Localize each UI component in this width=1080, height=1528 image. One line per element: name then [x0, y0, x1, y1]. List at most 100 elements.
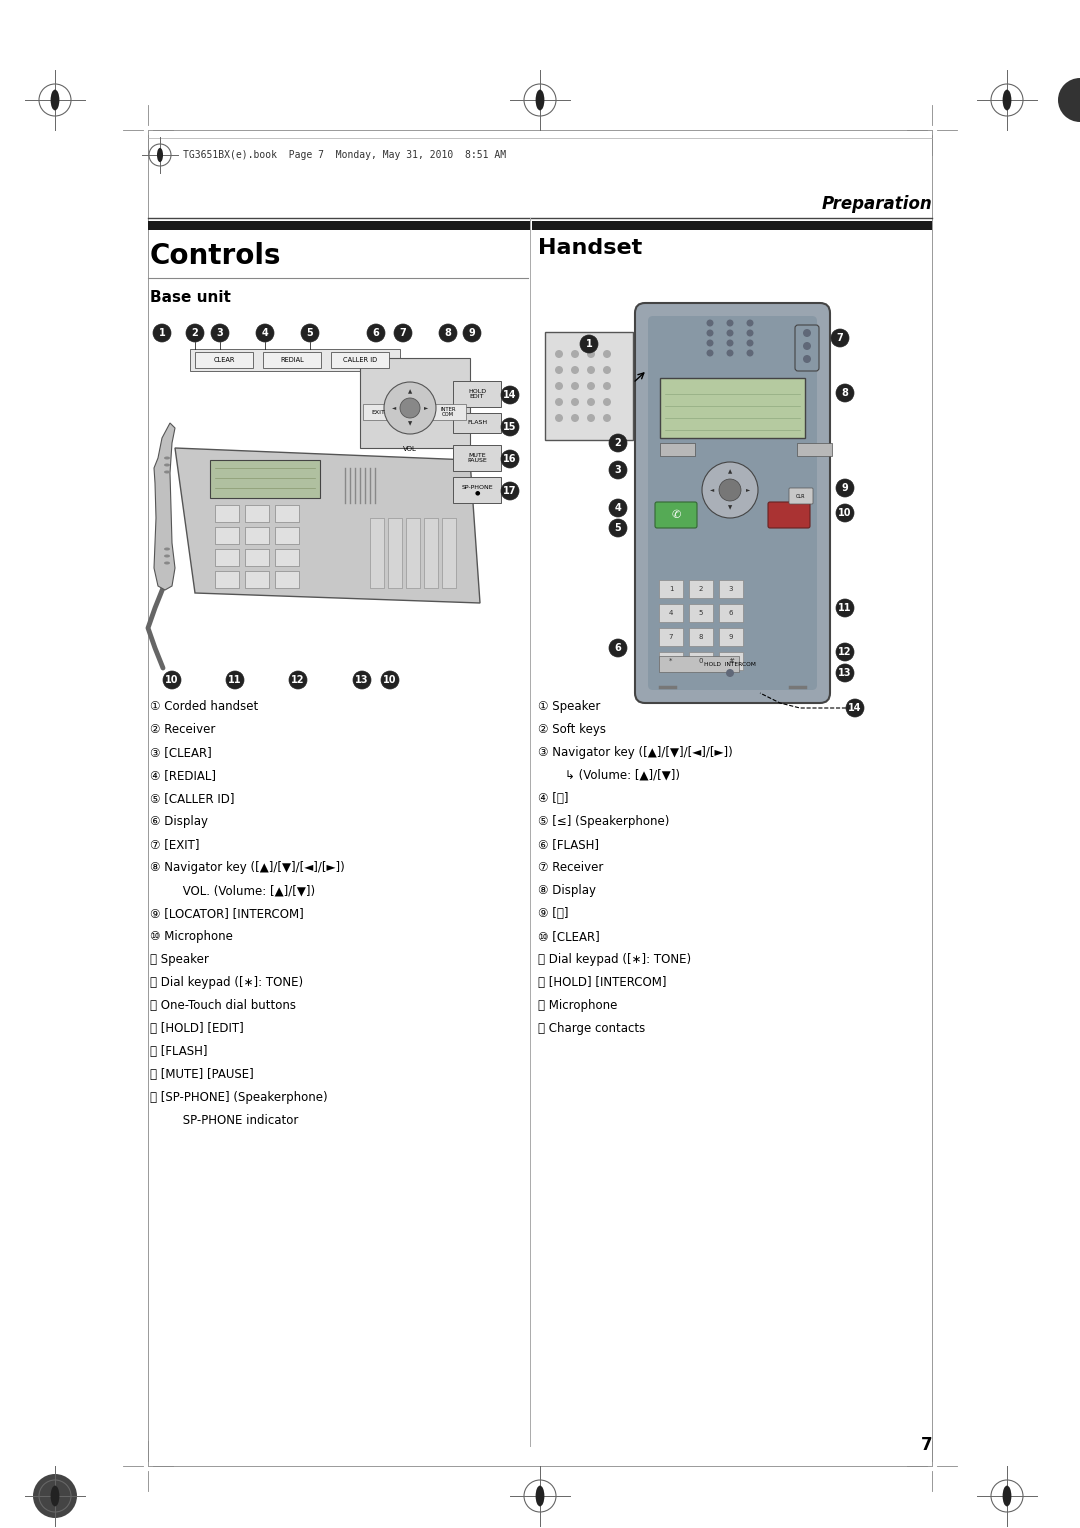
- Circle shape: [501, 387, 519, 403]
- Text: CLR: CLR: [796, 494, 806, 498]
- Text: 7: 7: [837, 333, 843, 342]
- Text: 9: 9: [841, 483, 849, 492]
- Circle shape: [804, 354, 811, 364]
- Circle shape: [571, 350, 579, 358]
- Circle shape: [603, 414, 611, 422]
- Text: 6: 6: [373, 327, 379, 338]
- Bar: [424, 518, 438, 588]
- Ellipse shape: [1002, 1485, 1011, 1507]
- FancyBboxPatch shape: [768, 503, 810, 529]
- Circle shape: [836, 665, 854, 681]
- Text: ⑫ Dial keypad ([∗]: TONE): ⑫ Dial keypad ([∗]: TONE): [150, 976, 303, 989]
- Text: ⑦ Receiver: ⑦ Receiver: [538, 860, 604, 874]
- Circle shape: [746, 319, 754, 327]
- Text: 4: 4: [261, 327, 268, 338]
- Text: 5: 5: [615, 523, 621, 533]
- Text: 11: 11: [228, 675, 242, 685]
- Circle shape: [609, 461, 627, 478]
- Text: ⑫ [HOLD] [INTERCOM]: ⑫ [HOLD] [INTERCOM]: [538, 976, 666, 989]
- Text: ④ [REDIAL]: ④ [REDIAL]: [150, 769, 216, 782]
- Bar: [719, 604, 743, 622]
- Text: 12: 12: [292, 675, 305, 685]
- Text: CLEAR: CLEAR: [213, 358, 234, 364]
- Bar: [370, 518, 384, 588]
- Circle shape: [555, 350, 563, 358]
- FancyBboxPatch shape: [654, 503, 697, 529]
- Text: ② Soft keys: ② Soft keys: [538, 723, 606, 736]
- Bar: [453, 477, 501, 503]
- Circle shape: [804, 342, 811, 350]
- Text: ③ Navigator key ([▲]/[▼]/[◄]/[►]): ③ Navigator key ([▲]/[▼]/[◄]/[►]): [538, 746, 732, 759]
- Bar: [275, 527, 299, 544]
- Text: 10: 10: [383, 675, 396, 685]
- Text: 0: 0: [699, 659, 703, 665]
- Text: ↳ (Volume: [▲]/[▼]): ↳ (Volume: [▲]/[▼]): [550, 769, 680, 782]
- Ellipse shape: [1002, 90, 1011, 110]
- Text: ▼: ▼: [408, 422, 413, 426]
- Ellipse shape: [164, 555, 170, 558]
- Circle shape: [153, 324, 171, 342]
- Bar: [660, 443, 696, 455]
- Text: 14: 14: [848, 703, 862, 712]
- Text: 8: 8: [699, 634, 703, 640]
- Bar: [245, 571, 269, 588]
- Text: 7: 7: [669, 634, 673, 640]
- Circle shape: [580, 335, 598, 353]
- Text: 8: 8: [445, 327, 451, 338]
- Text: CALLER ID: CALLER ID: [343, 358, 377, 364]
- Text: ⑧ Display: ⑧ Display: [538, 885, 596, 897]
- Circle shape: [33, 1475, 77, 1517]
- Circle shape: [163, 671, 181, 689]
- Text: FLASH: FLASH: [467, 420, 487, 425]
- Bar: [215, 527, 239, 544]
- Circle shape: [438, 324, 457, 342]
- Text: ▲: ▲: [728, 469, 732, 475]
- Text: INTER
COM: INTER COM: [441, 406, 456, 417]
- Text: *: *: [670, 659, 673, 665]
- Circle shape: [301, 324, 319, 342]
- Circle shape: [746, 350, 754, 356]
- Bar: [719, 581, 743, 597]
- FancyBboxPatch shape: [635, 303, 831, 703]
- Ellipse shape: [164, 463, 170, 466]
- Circle shape: [394, 324, 411, 342]
- Bar: [388, 518, 402, 588]
- Text: 2: 2: [699, 587, 703, 591]
- Bar: [330, 351, 389, 368]
- Circle shape: [211, 324, 229, 342]
- Text: ⑩ Microphone: ⑩ Microphone: [150, 931, 233, 943]
- Text: REDIAL: REDIAL: [280, 358, 303, 364]
- Circle shape: [588, 350, 595, 358]
- Circle shape: [846, 698, 864, 717]
- Ellipse shape: [164, 457, 170, 460]
- Circle shape: [1058, 78, 1080, 122]
- Bar: [797, 443, 832, 455]
- Text: #: #: [728, 659, 734, 665]
- Ellipse shape: [157, 148, 163, 162]
- Text: VOL: VOL: [403, 446, 417, 452]
- Ellipse shape: [536, 1485, 544, 1507]
- Text: ⑦ [EXIT]: ⑦ [EXIT]: [150, 837, 200, 851]
- Ellipse shape: [164, 471, 170, 474]
- Text: HOLD  INTERCOM: HOLD INTERCOM: [704, 662, 756, 666]
- Bar: [210, 460, 320, 498]
- Text: ✆: ✆: [672, 510, 680, 520]
- Circle shape: [588, 397, 595, 406]
- Text: 1: 1: [669, 587, 673, 591]
- Text: ►: ►: [746, 487, 751, 492]
- Text: EXIT: EXIT: [372, 410, 384, 414]
- Circle shape: [609, 639, 627, 657]
- Ellipse shape: [51, 90, 59, 110]
- Circle shape: [836, 384, 854, 402]
- Circle shape: [702, 461, 758, 518]
- Text: ② Receiver: ② Receiver: [150, 723, 215, 736]
- Circle shape: [555, 382, 563, 390]
- Bar: [360, 358, 470, 448]
- Text: 9: 9: [729, 634, 733, 640]
- Circle shape: [501, 419, 519, 435]
- Text: 15: 15: [503, 422, 516, 432]
- Text: 13: 13: [838, 668, 852, 678]
- Circle shape: [226, 671, 244, 689]
- Bar: [453, 380, 501, 406]
- Circle shape: [706, 350, 714, 356]
